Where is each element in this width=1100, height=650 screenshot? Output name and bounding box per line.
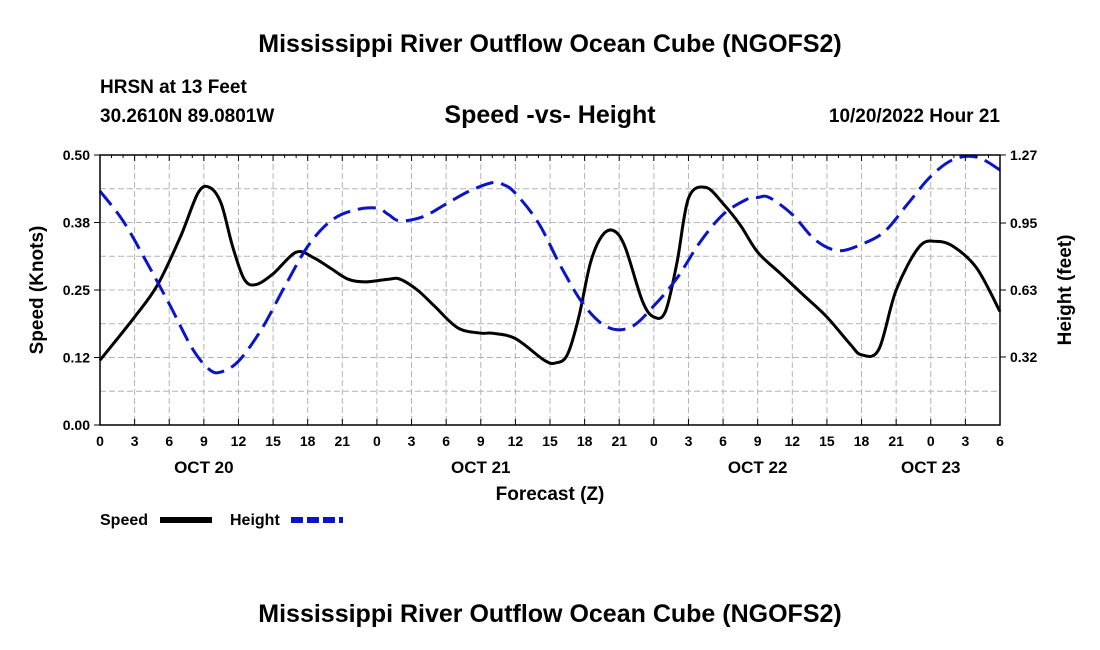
x-tick-label: 21 (611, 433, 627, 449)
station-label: HRSN at 13 Feet (100, 77, 247, 98)
x-tick-label: 12 (785, 433, 801, 449)
x-tick-label: 6 (719, 433, 727, 449)
y-tick-label: 0.25 (63, 282, 90, 298)
x-tick-label: 3 (408, 433, 416, 449)
y-tick-label: 0.38 (63, 215, 90, 231)
x-tick-label: 0 (650, 433, 658, 449)
x-tick-label: 3 (131, 433, 139, 449)
x-tick-label: 12 (231, 433, 247, 449)
axis-ticks (94, 154, 1006, 426)
x-tick-label: 18 (300, 433, 316, 449)
chart-title: Mississippi River Outflow Ocean Cube (NG… (258, 30, 842, 58)
y2-tick-label: 0.63 (1010, 282, 1037, 298)
x-tick-label: 18 (577, 433, 593, 449)
x-tick-label: 3 (961, 433, 969, 449)
x-tick-label: 0 (927, 433, 935, 449)
legend-label-height: Height (230, 512, 280, 529)
y2-tick-label: 1.27 (1010, 147, 1037, 163)
forecast-datestamp: 10/20/2022 Hour 21 (828, 106, 1000, 127)
x-tick-label: 21 (888, 433, 904, 449)
x-tick-label: 9 (477, 433, 485, 449)
y2-axis-title: Height (feet) (1055, 235, 1076, 346)
x-tick-label: 15 (819, 433, 835, 449)
chart-subtitle: Speed -vs- Height (444, 101, 656, 129)
grid (100, 155, 1000, 425)
y2-tick-label: 0.32 (1010, 349, 1037, 365)
x-tick-label: 0 (96, 433, 104, 449)
x-tick-label: 12 (508, 433, 524, 449)
legend: Speed Height (100, 512, 343, 529)
x-tick-label: 6 (442, 433, 450, 449)
series-line-speed (98, 184, 1002, 366)
x-tick-label: 15 (265, 433, 281, 449)
x-tick-label: 6 (996, 433, 1004, 449)
x-tick-label: 3 (685, 433, 693, 449)
x-tick-label: 0 (373, 433, 381, 449)
y-tick-label: 0.50 (63, 147, 90, 163)
footer-title: Mississippi River Outflow Ocean Cube (NG… (258, 600, 842, 628)
x-tick-label: 9 (200, 433, 208, 449)
y-axis-title: Speed (Knots) (27, 226, 48, 355)
x-day-label: OCT 21 (451, 458, 511, 477)
series-layer (98, 154, 1002, 375)
x-axis-title: Forecast (Z) (496, 484, 605, 505)
x-day-label: OCT 22 (728, 458, 788, 477)
legend-label-speed: Speed (100, 512, 148, 529)
x-day-label: OCT 23 (901, 458, 961, 477)
series-line-height (98, 154, 1001, 375)
station-coordinates: 30.2610N 89.0801W (100, 106, 275, 127)
y2-tick-label: 0.95 (1010, 215, 1037, 231)
x-tick-label: 9 (754, 433, 762, 449)
x-tick-label: 21 (335, 433, 351, 449)
axis-labels: 0 3 6 9 12 15 18 21 0 3 6 9 12 15 18 21 0 3 6 9 12 15 18 21 0 3 6 0… (63, 147, 1038, 477)
x-tick-label: 18 (854, 433, 870, 449)
x-day-label: OCT 20 (174, 458, 234, 477)
y-tick-label: 0.00 (63, 417, 90, 433)
x-tick-label: 6 (165, 433, 173, 449)
y-tick-label: 0.12 (63, 350, 90, 366)
x-tick-label: 15 (542, 433, 558, 449)
